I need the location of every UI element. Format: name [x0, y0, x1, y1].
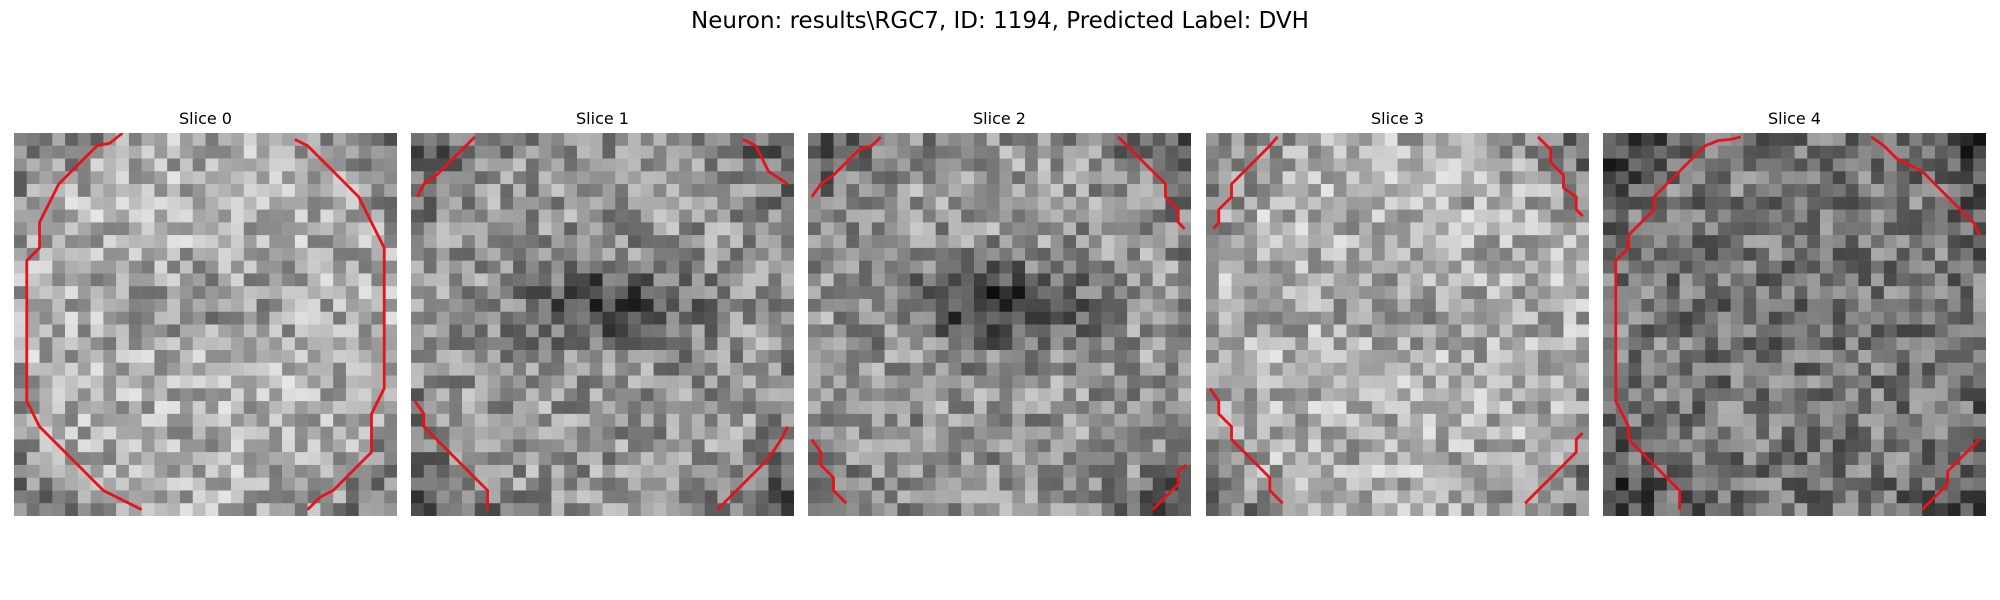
slice-title-4: Slice 4: [1603, 108, 1986, 130]
slice-title-1: Slice 1: [411, 108, 794, 130]
slice-image-2: [808, 133, 1191, 516]
slice-image-4: [1603, 133, 1986, 516]
slice-title-0: Slice 0: [14, 108, 397, 130]
slice-panel-4: Slice 4: [1603, 108, 1986, 516]
slice-image-3: [1206, 133, 1589, 516]
slice-title-3: Slice 3: [1206, 108, 1589, 130]
pixel-grid: [411, 133, 794, 516]
slice-image-0: [14, 133, 397, 516]
figure-title: Neuron: results\RGC7, ID: 1194, Predicte…: [0, 8, 2000, 34]
slice-title-2: Slice 2: [808, 108, 1191, 130]
pixel-grid: [1206, 133, 1589, 516]
slice-panel-3: Slice 3: [1206, 108, 1589, 516]
slice-panel-1: Slice 1: [411, 108, 794, 516]
slice-panel-0: Slice 0: [14, 108, 397, 516]
slice-image-1: [411, 133, 794, 516]
pixel-grid: [808, 133, 1191, 516]
slice-panel-2: Slice 2: [808, 108, 1191, 516]
